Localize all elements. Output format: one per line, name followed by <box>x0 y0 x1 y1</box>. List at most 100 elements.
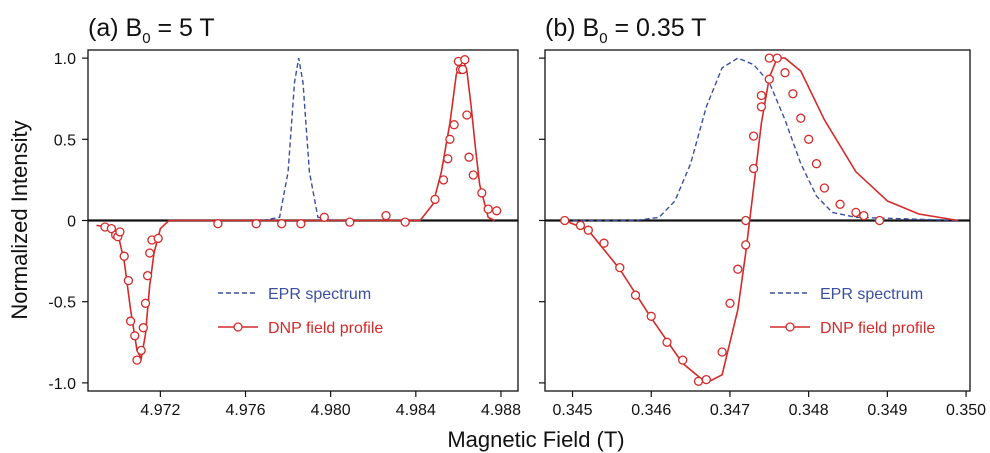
panel-a-y-tick-label: 1.0 <box>54 51 76 68</box>
dnp-data-point <box>819 183 830 193</box>
panel-a-y-tick-label: -1.0 <box>48 376 76 393</box>
dnp-data-point <box>277 219 287 229</box>
dnp-data-point <box>741 215 751 226</box>
dnp-data-point <box>462 110 472 120</box>
dnp-data-point <box>400 217 410 227</box>
dnp-data-point <box>458 64 468 75</box>
dnp-data-point <box>125 316 136 326</box>
dnp-data-point <box>319 212 329 222</box>
dnp-data-point <box>733 264 743 274</box>
dnp-data-point <box>615 262 625 273</box>
epr-spectrum-line <box>564 57 959 222</box>
dnp-data-point <box>756 102 767 112</box>
dnp-field-profile-line <box>96 55 495 361</box>
panel-b-legend-dnp-marker <box>785 322 795 332</box>
dnp-data-point <box>430 194 440 205</box>
dnp-data-point <box>851 207 861 218</box>
dnp-data-point <box>662 337 672 347</box>
dnp-data-point <box>717 347 727 357</box>
dnp-data-point <box>468 170 478 180</box>
panel-a-x-tick-label: 4.980 <box>311 402 351 419</box>
panel-a-title: (a) B0 = 5 T <box>88 14 215 47</box>
dnp-data-point <box>138 323 148 333</box>
dnp-data-point <box>835 199 845 209</box>
dnp-data-point <box>460 55 470 65</box>
dnp-data-point <box>780 68 790 78</box>
dnp-data-point <box>796 113 806 123</box>
dnp-data-point <box>492 206 502 216</box>
panel-a-legend-dnp-label: DNP field profile <box>268 320 383 337</box>
dnp-data-point <box>132 355 142 365</box>
dnp-field-profile-line <box>564 57 959 384</box>
dnp-data-point <box>788 89 798 99</box>
panel-b-legend-dnp-label: DNP field profile <box>820 320 935 337</box>
dnp-data-point <box>804 134 814 144</box>
panel-a-y-tick-label: 0 <box>67 214 76 231</box>
dnp-data-point <box>296 219 306 229</box>
dnp-data-point <box>701 374 711 385</box>
dnp-data-point <box>140 298 151 308</box>
panel-b-x-tick-label: 0.350 <box>946 402 986 419</box>
dnp-data-point <box>772 53 782 63</box>
panel-a-plot: 4.972 4.976 4.980 4.984 4.988 1.0 0.5 0 -0.5 -1.0… <box>48 49 521 419</box>
dnp-data-point <box>345 217 355 227</box>
dnp-data-point <box>859 210 869 221</box>
dnp-data-point <box>583 225 593 235</box>
panel-b-x-tick-label: 0.346 <box>631 402 671 419</box>
dnp-data-point <box>449 120 459 130</box>
y-axis-label: Normalized Intensity <box>7 120 32 319</box>
panel-a-x-tick-label: 4.972 <box>140 402 180 419</box>
dnp-data-point <box>443 154 453 164</box>
dnp-data-point <box>725 298 735 308</box>
epr-spectrum-line <box>262 57 336 222</box>
panel-b-x-tick-label: 0.348 <box>789 402 829 419</box>
panel-b-x-tick-label: 0.347 <box>710 402 750 419</box>
panel-b-x-tick-label: 0.345 <box>553 402 593 419</box>
dnp-data-point <box>874 215 885 226</box>
dnp-data-point <box>477 188 487 198</box>
dnp-data-point <box>445 134 455 144</box>
dnp-data-point <box>599 238 609 248</box>
dnp-data-point <box>106 223 117 234</box>
dnp-data-point <box>381 210 391 221</box>
dnp-data-point <box>119 251 129 261</box>
panel-a-legend-dnp-marker <box>233 322 243 332</box>
dnp-data-point <box>811 159 822 169</box>
dnp-data-point <box>438 175 449 185</box>
dnp-data-point <box>575 220 586 231</box>
dnp-data-point <box>136 345 146 356</box>
dnp-data-point <box>748 131 759 141</box>
dnp-data-point <box>145 248 155 258</box>
dnp-data-point <box>678 355 688 365</box>
dnp-data-point <box>153 233 163 244</box>
dnp-data-point <box>756 90 767 101</box>
dnp-data-point <box>764 53 774 63</box>
dnp-data-point <box>251 219 261 229</box>
dnp-data-point <box>764 74 774 84</box>
panel-b-legend-epr-label: EPR spectrum <box>820 286 923 303</box>
dnp-data-point <box>646 311 656 321</box>
dnp-data-point <box>115 227 125 237</box>
dnp-data-point <box>693 376 704 386</box>
dnp-data-point <box>630 290 641 300</box>
dnp-data-point <box>464 152 474 162</box>
panel-b-x-tick-label: 0.349 <box>867 402 907 419</box>
panel-a-x-tick-label: 4.988 <box>481 402 521 419</box>
dnp-data-point <box>142 271 153 281</box>
panel-a-legend-epr-label: EPR spectrum <box>268 286 371 303</box>
dnp-data-point <box>560 215 570 226</box>
panel-a-x-tick-label: 4.984 <box>396 402 436 419</box>
panel-b-plot: 0.345 0.346 0.347 0.348 0.349 0.350 EPR spectr… <box>539 49 986 419</box>
dnp-data-point <box>741 240 751 250</box>
dnp-data-point <box>748 163 759 174</box>
x-axis-label: Magnetic Field (T) <box>447 427 624 452</box>
dnp-data-point <box>130 331 140 341</box>
panel-a-y-tick-label: 0.5 <box>54 132 76 149</box>
dnp-data-point <box>483 204 493 214</box>
dnp-data-point <box>213 219 223 229</box>
panel-b-title: (b) B0 = 0.35 T <box>545 14 706 47</box>
panel-a-x-tick-label: 4.976 <box>226 402 266 419</box>
dnp-data-point <box>123 275 134 286</box>
panel-a-y-tick-label: -0.5 <box>48 295 76 312</box>
